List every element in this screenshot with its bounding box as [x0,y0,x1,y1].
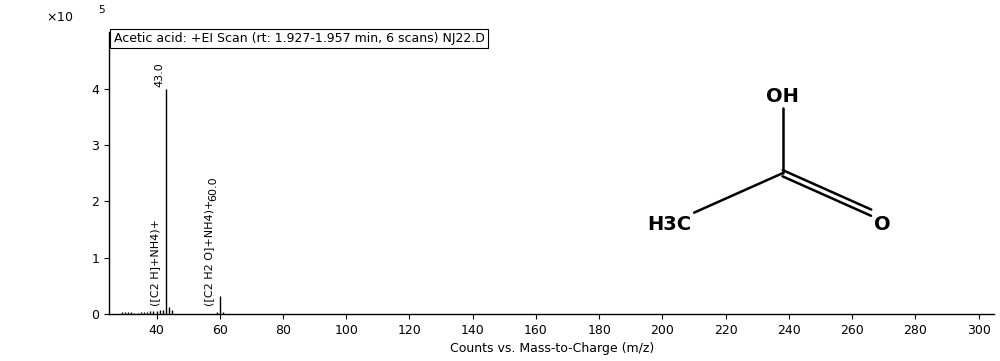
Text: OH: OH [766,87,799,105]
Text: H3C: H3C [647,216,691,235]
X-axis label: Counts vs. Mass-to-Charge (m/z): Counts vs. Mass-to-Charge (m/z) [450,343,654,356]
Text: 60.0: 60.0 [208,177,218,201]
Text: ([C2 H2 O]+NH4)+: ([C2 H2 O]+NH4)+ [204,199,214,306]
Text: O: O [874,216,891,235]
Text: 43.0: 43.0 [154,63,164,87]
Text: 5: 5 [98,5,105,15]
Text: ([C2 H]+NH4)+: ([C2 H]+NH4)+ [150,219,160,306]
Text: $\times$10: $\times$10 [46,11,74,24]
Text: Acetic acid: +EI Scan (rt: 1.927-1.957 min, 6 scans) NJ22.D: Acetic acid: +EI Scan (rt: 1.927-1.957 m… [114,32,484,45]
